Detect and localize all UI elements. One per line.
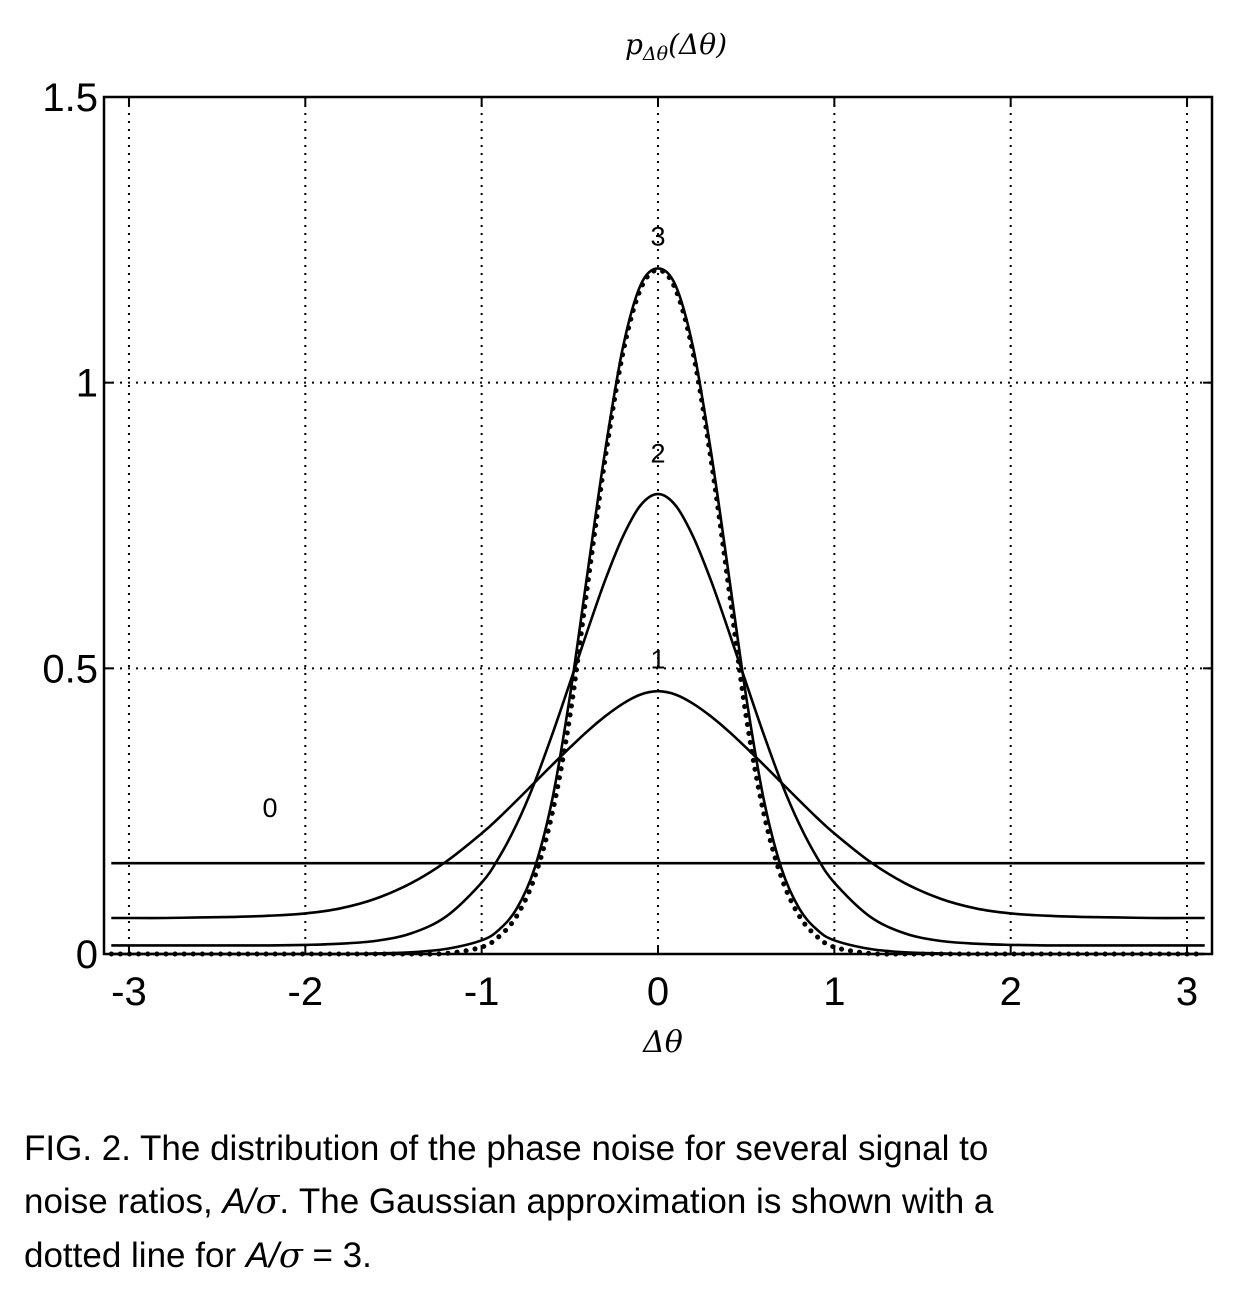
phase-noise-chart: -3 -2 -1 0 1 2 3 0 0.5 1 1.5 0 1 2 3 pΔθ(Δθ) Δθ [42, 28, 1214, 1060]
x-tick-label: 0 [647, 970, 669, 1014]
caption-line-3-start: dotted line for [24, 1236, 246, 1275]
series-2-line [111, 492, 1205, 947]
y-tick-label: 0.5 [42, 647, 98, 691]
caption-ratio-sigma-2: σ [278, 1236, 303, 1276]
caption-ratio-a-2: A/ [245, 1236, 279, 1275]
x-tick-label: 1 [823, 970, 845, 1014]
caption-line-2-start: noise ratios, [24, 1182, 223, 1221]
x-axis-title: Δθ [642, 1025, 683, 1060]
grid-layer [104, 97, 1212, 954]
figure-caption: FIG. 2. The distribution of the phase no… [24, 1122, 1219, 1283]
caption-line-1: FIG. 2. The distribution of the phase no… [24, 1129, 989, 1168]
curve-label-2: 2 [650, 439, 665, 469]
x-tick-label: -1 [464, 970, 500, 1014]
y-tick-label: 0 [76, 933, 98, 977]
x-tick-label: -3 [111, 970, 147, 1014]
series-layer [108, 267, 1208, 957]
label-layer: -3 -2 -1 0 1 2 3 0 0.5 1 1.5 0 1 2 3 [42, 76, 1198, 1014]
x-tick-label: -2 [288, 970, 324, 1014]
series-3-line [111, 267, 1205, 956]
series-gaussian-approximation-line [108, 267, 1208, 957]
figure: -3 -2 -1 0 1 2 3 0 0.5 1 1.5 0 1 2 3 pΔθ(Δθ) Δθ [42, 28, 1214, 1060]
x-tick-label: 3 [1176, 970, 1198, 1014]
y-tick-label: 1 [76, 362, 98, 406]
chart-title: pΔθ(Δθ) [625, 28, 727, 65]
curve-label-3: 3 [650, 222, 665, 252]
x-tick-label: 2 [1000, 970, 1022, 1014]
tick-layer [104, 96, 1212, 955]
y-tick-label: 1.5 [42, 76, 98, 120]
caption-ratio-a: A/ [222, 1182, 256, 1221]
curve-label-1: 1 [650, 644, 665, 674]
caption-line-2-end: . The Gaussian approximation is shown wi… [279, 1182, 994, 1221]
series-1-line [111, 689, 1205, 920]
caption-line-3-end: = 3. [302, 1236, 372, 1275]
caption-ratio-sigma: σ [255, 1182, 280, 1222]
curve-label-0: 0 [263, 793, 278, 823]
